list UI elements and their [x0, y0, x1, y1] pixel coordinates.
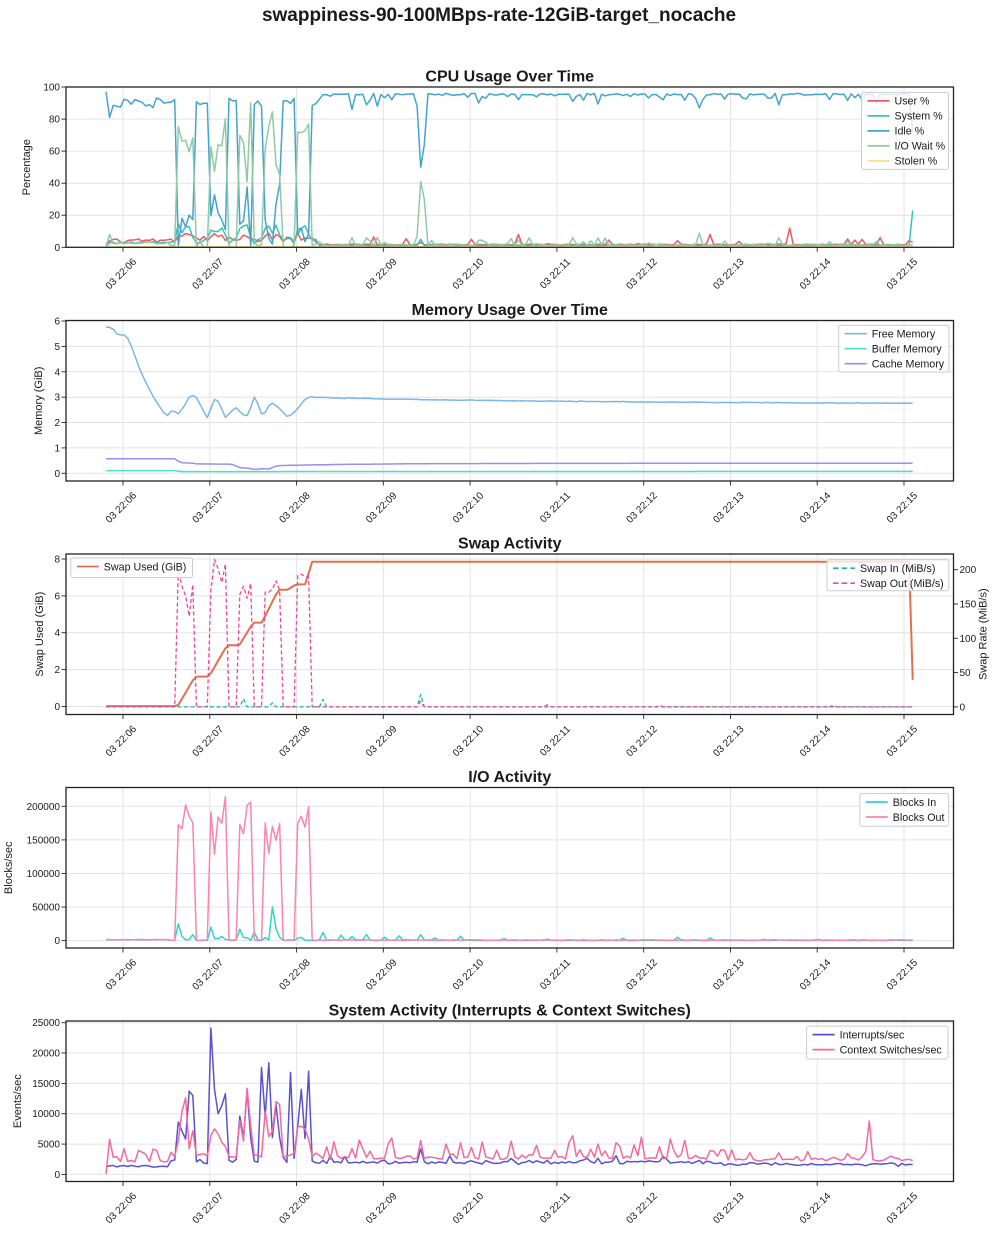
- svg-text:0: 0: [54, 469, 60, 480]
- svg-text:Events/sec: Events/sec: [12, 1074, 24, 1128]
- svg-text:150: 150: [960, 600, 977, 611]
- svg-text:6: 6: [54, 591, 60, 602]
- svg-text:Interrupts/sec: Interrupts/sec: [840, 1029, 905, 1041]
- svg-text:User %: User %: [895, 96, 931, 108]
- svg-text:Memory Usage Over Time: Memory Usage Over Time: [412, 302, 608, 319]
- svg-text:10000: 10000: [32, 1109, 60, 1120]
- svg-text:200000: 200000: [27, 802, 61, 813]
- svg-text:Swap Activity: Swap Activity: [458, 536, 562, 553]
- svg-text:200: 200: [960, 565, 977, 576]
- svg-text:Swap Used (GiB): Swap Used (GiB): [34, 592, 46, 677]
- svg-text:5: 5: [54, 342, 60, 353]
- svg-text:1: 1: [54, 443, 60, 454]
- svg-text:Context Switches/sec: Context Switches/sec: [840, 1044, 943, 1056]
- svg-text:Swap In (MiB/s): Swap In (MiB/s): [860, 563, 935, 575]
- svg-text:0: 0: [54, 936, 60, 947]
- svg-text:0: 0: [54, 702, 60, 713]
- svg-text:swappiness-90-100MBps-rate-12G: swappiness-90-100MBps-rate-12GiB-target_…: [262, 5, 736, 26]
- svg-text:Blocks/sec: Blocks/sec: [3, 841, 15, 894]
- svg-text:Swap Used (GiB): Swap Used (GiB): [104, 561, 187, 573]
- svg-text:Swap Out (MiB/s): Swap Out (MiB/s): [860, 578, 944, 590]
- svg-text:100000: 100000: [27, 869, 61, 880]
- svg-text:Cache Memory: Cache Memory: [872, 359, 945, 371]
- svg-text:0: 0: [960, 702, 966, 713]
- svg-text:50000: 50000: [32, 903, 60, 914]
- svg-text:CPU Usage Over Time: CPU Usage Over Time: [425, 69, 594, 86]
- svg-text:20: 20: [49, 211, 61, 222]
- svg-text:0: 0: [54, 243, 60, 254]
- svg-text:25000: 25000: [32, 1018, 60, 1029]
- svg-text:80: 80: [49, 115, 61, 126]
- svg-text:Blocks In: Blocks In: [893, 797, 936, 809]
- svg-text:60: 60: [49, 147, 61, 158]
- svg-text:Swap Rate (MiB/s): Swap Rate (MiB/s): [978, 588, 990, 680]
- svg-text:4: 4: [54, 367, 60, 378]
- svg-text:System %: System %: [895, 111, 944, 123]
- svg-text:System Activity (Interrupts &: System Activity (Interrupts & Context Sw…: [329, 1003, 691, 1020]
- svg-text:6: 6: [54, 317, 60, 328]
- svg-text:Stolen %: Stolen %: [895, 156, 938, 168]
- svg-text:I/O Activity: I/O Activity: [468, 769, 551, 786]
- svg-text:20000: 20000: [32, 1049, 60, 1060]
- svg-text:Buffer Memory: Buffer Memory: [872, 344, 943, 356]
- svg-text:50: 50: [960, 668, 972, 679]
- svg-text:8: 8: [54, 555, 60, 566]
- svg-text:3: 3: [54, 393, 60, 404]
- svg-text:5000: 5000: [38, 1140, 61, 1151]
- svg-text:Free Memory: Free Memory: [872, 329, 936, 341]
- svg-text:Memory (GiB): Memory (GiB): [33, 367, 45, 435]
- svg-text:2: 2: [54, 418, 60, 429]
- svg-text:4: 4: [54, 628, 60, 639]
- svg-text:0: 0: [54, 1170, 60, 1181]
- svg-text:I/O Wait %: I/O Wait %: [895, 141, 946, 153]
- svg-text:150000: 150000: [27, 835, 61, 846]
- svg-text:2: 2: [54, 665, 60, 676]
- svg-text:40: 40: [49, 179, 61, 190]
- svg-text:Percentage: Percentage: [21, 139, 33, 195]
- svg-text:100: 100: [43, 83, 60, 94]
- svg-text:Idle %: Idle %: [895, 126, 925, 138]
- svg-text:Blocks Out: Blocks Out: [893, 812, 945, 824]
- svg-text:15000: 15000: [32, 1079, 60, 1090]
- svg-text:100: 100: [960, 634, 977, 645]
